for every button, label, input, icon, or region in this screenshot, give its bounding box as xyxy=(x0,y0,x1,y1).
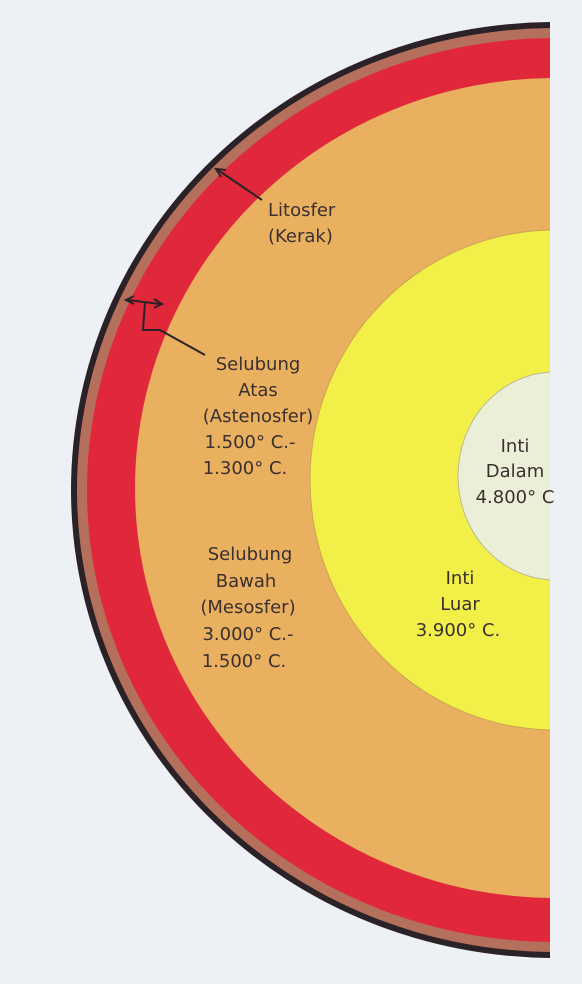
label: 4.800° C xyxy=(476,487,555,508)
label: Litosfer xyxy=(268,200,336,221)
label: Selubung xyxy=(216,354,301,375)
label: (Astenosfer) xyxy=(203,406,313,427)
label: Inti xyxy=(501,436,530,457)
label: Bawah xyxy=(216,571,277,592)
label: Atas xyxy=(238,380,277,401)
label: (Kerak) xyxy=(268,226,333,247)
label: (Mesosfer) xyxy=(200,597,295,618)
label: 1.500° C. xyxy=(202,651,287,672)
label: 3.900° C. xyxy=(416,620,501,641)
page: Litosfer (Kerak) Selubung Atas (Astenosf… xyxy=(0,0,582,984)
lower-mantle-label: Selubung Bawah (Mesosfer) 3.000° C.- 1.5… xyxy=(200,544,295,672)
label: Luar xyxy=(440,594,480,615)
label: 1.300° C. xyxy=(203,458,288,479)
label: 1.500° C.- xyxy=(204,432,295,453)
earth-diagram: Litosfer (Kerak) Selubung Atas (Astenosf… xyxy=(0,0,582,984)
label: Selubung xyxy=(208,544,293,565)
label: Dalam xyxy=(486,461,544,482)
label: Inti xyxy=(446,568,475,589)
label: 3.000° C.- xyxy=(202,624,293,645)
